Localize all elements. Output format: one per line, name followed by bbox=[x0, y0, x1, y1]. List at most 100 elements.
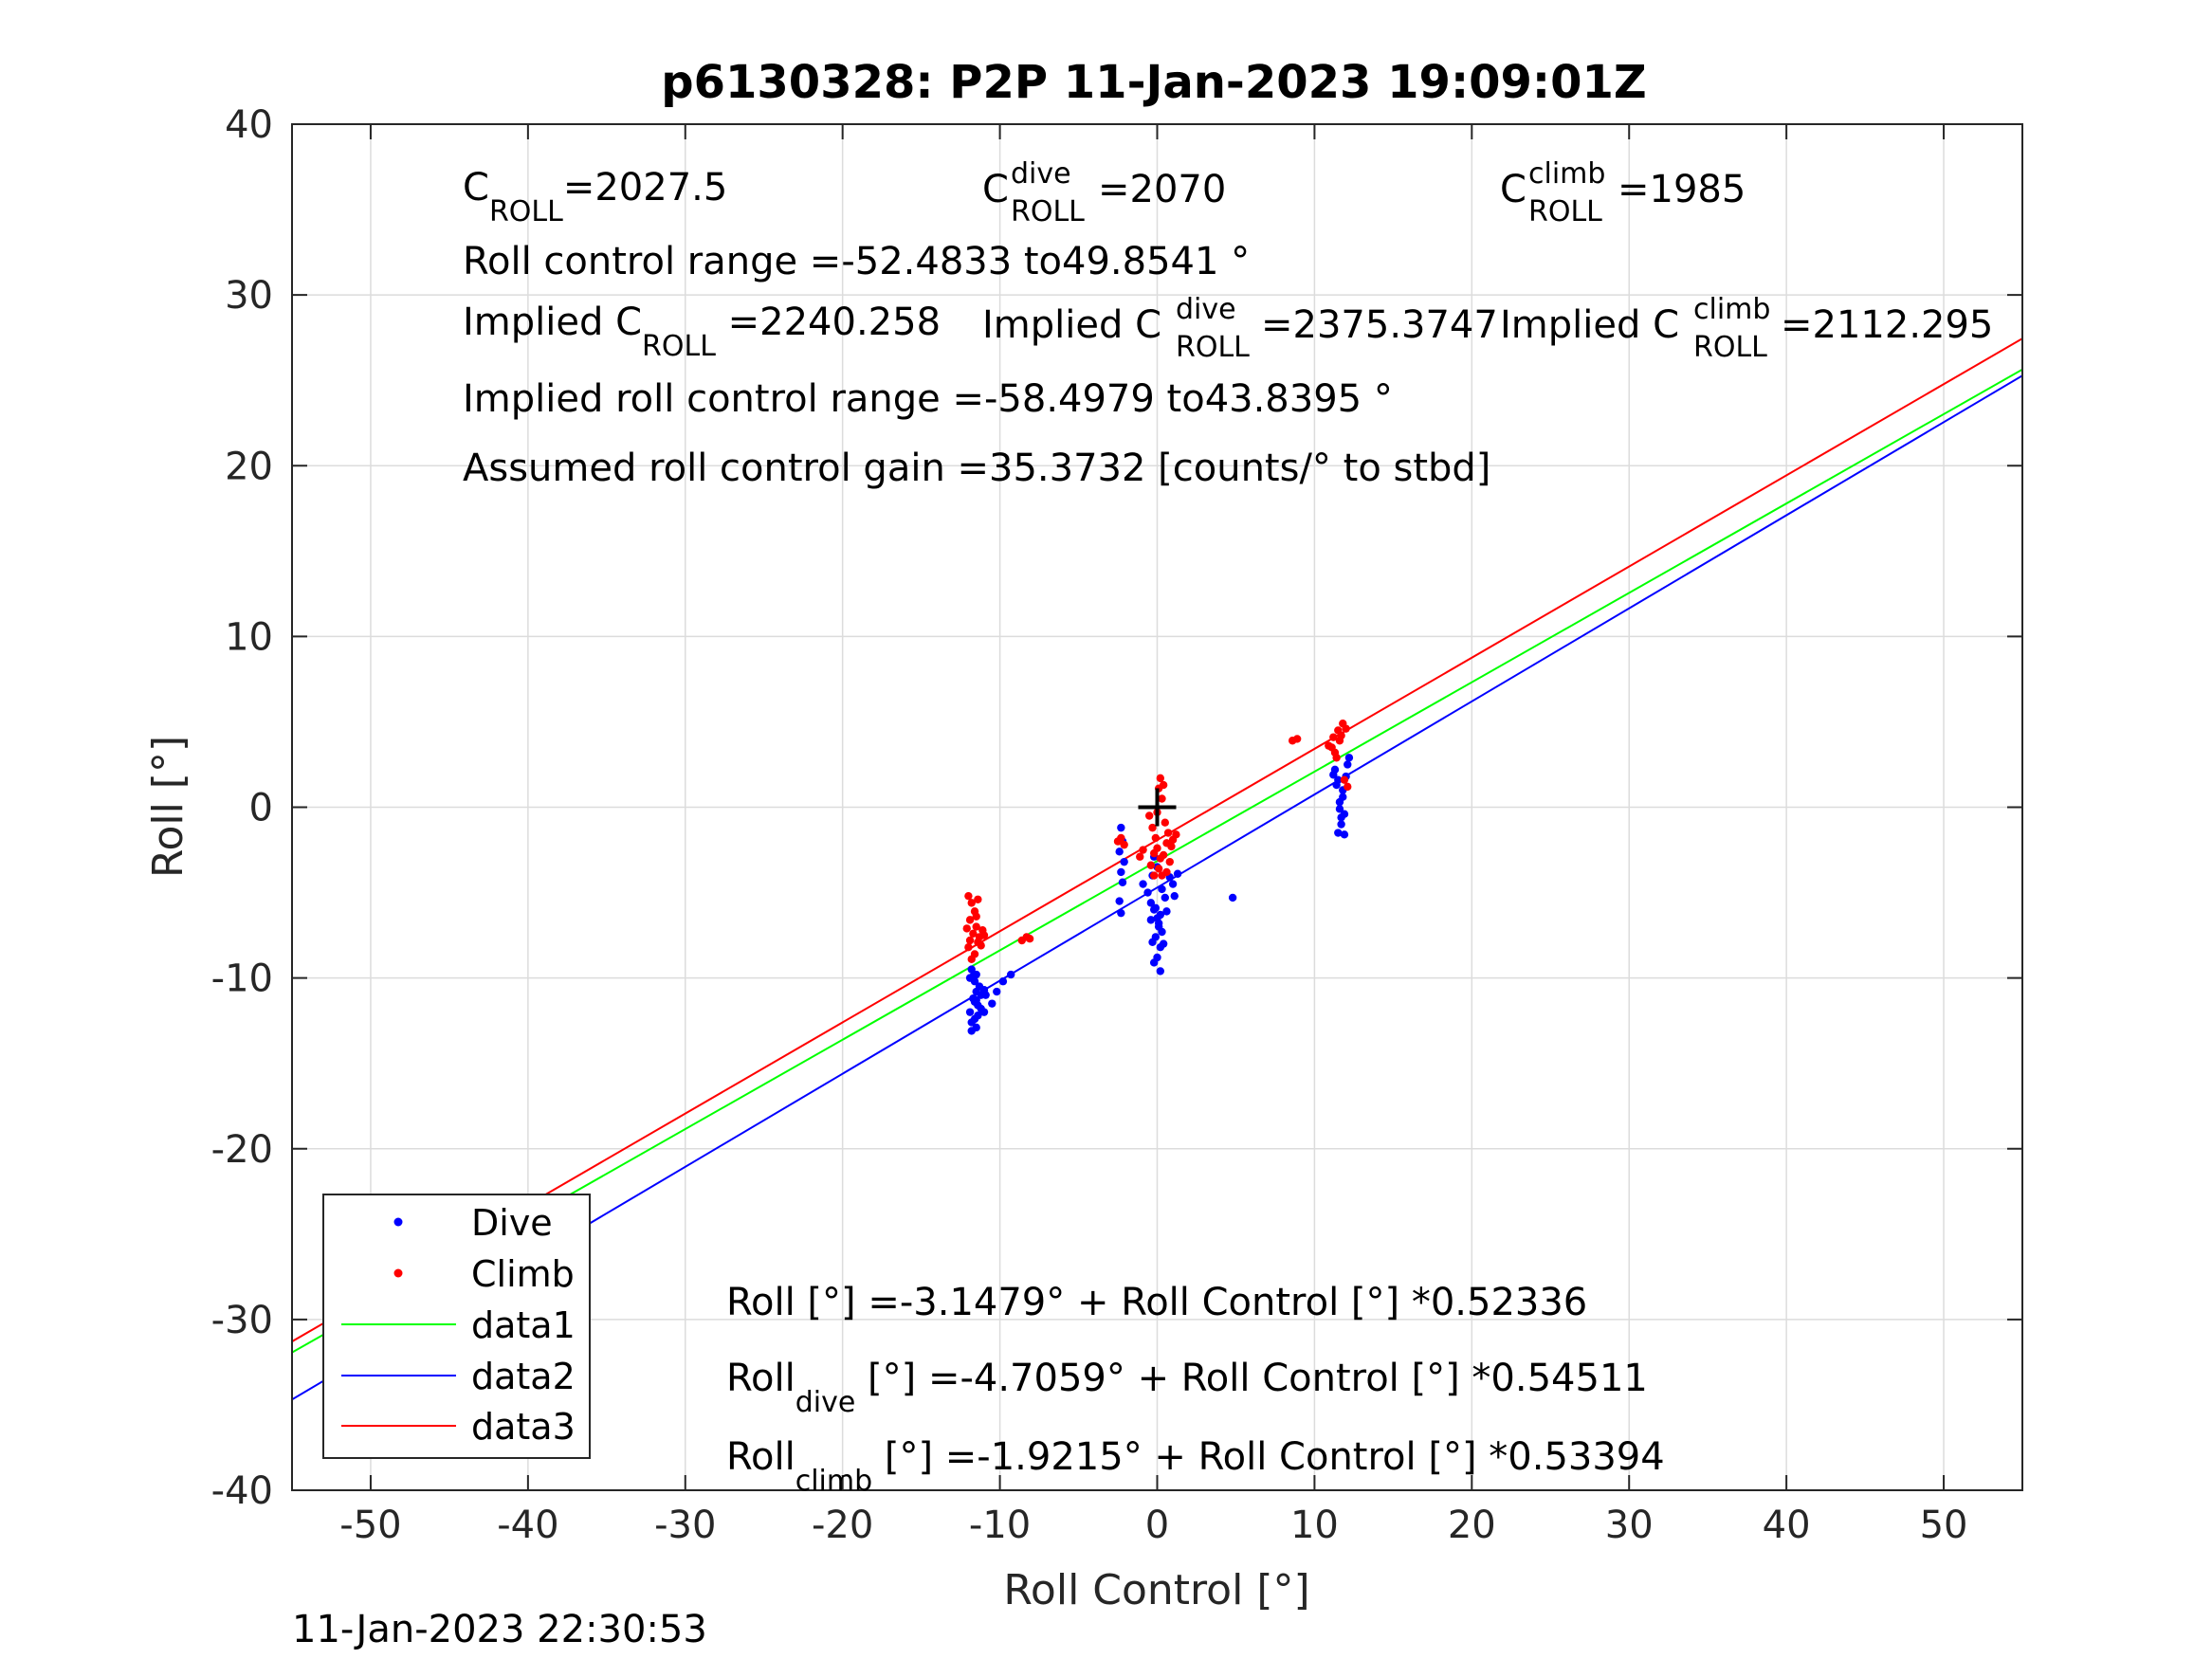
climb-point bbox=[1136, 852, 1144, 861]
implied-c-roll-dive-sup: dive bbox=[1176, 293, 1236, 326]
dive-point bbox=[1117, 823, 1125, 832]
legend: Dive Climb data1 data2 data3 bbox=[322, 1194, 591, 1459]
data-series bbox=[292, 337, 2022, 1401]
dive-point bbox=[981, 991, 990, 999]
dive-point bbox=[998, 977, 1008, 986]
c-roll-climb-annotation: C climb ROLL =1985 bbox=[1500, 149, 1746, 230]
implied-roll-control-range: Implied roll control range =-58.4979 to4… bbox=[463, 377, 1393, 421]
c-roll-climb-sup: climb bbox=[1528, 157, 1605, 191]
climb-point bbox=[1163, 829, 1173, 837]
climb-point bbox=[1159, 780, 1168, 790]
c-roll-value: =2027.5 bbox=[563, 166, 727, 210]
regression-equation-dive: Rolldive [°] =-4.7059° + Roll Control [°… bbox=[726, 1357, 1648, 1419]
climb-point bbox=[1025, 934, 1034, 943]
eq-dive-base: Roll bbox=[726, 1357, 795, 1400]
dive-point bbox=[967, 1027, 976, 1035]
axis-ticks: -50 -40 -30 -20 -10 0 10 20 30 40 50 -40 -30 -20 -10 0 1… bbox=[211, 103, 2022, 1547]
climb-point bbox=[1148, 823, 1157, 832]
implied-c-roll-climb-annotation: Implied C climb ROLL =2112.295 bbox=[1500, 284, 1993, 366]
dive-point bbox=[1337, 813, 1345, 822]
climb-point bbox=[1167, 842, 1176, 851]
legend-label-dive: Dive bbox=[471, 1202, 553, 1244]
c-roll-dive-base: C bbox=[982, 168, 1009, 211]
dive-point bbox=[1158, 927, 1166, 937]
regression-equation-climb: Rollclimb [°] =-1.9215° + Roll Control [… bbox=[726, 1435, 1665, 1498]
dive-point bbox=[1115, 897, 1124, 905]
climb-point bbox=[965, 936, 975, 945]
roll-control-gain: Assumed roll control gain =35.3732 [coun… bbox=[463, 447, 1490, 490]
y-tick-label: -10 bbox=[211, 957, 273, 1001]
dive-point bbox=[1115, 848, 1124, 856]
x-tick-label: -40 bbox=[497, 1504, 558, 1547]
x-tick-label: 0 bbox=[1145, 1504, 1169, 1547]
legend-swatch-dive bbox=[393, 1217, 403, 1227]
dive-point bbox=[988, 999, 996, 1008]
c-roll-climb-sub: ROLL bbox=[1528, 195, 1602, 228]
implied-c-roll-climb-sub: ROLL bbox=[1693, 331, 1767, 364]
eq-climb-value: [°] =-1.9215° + Roll Control [°] *0.5339… bbox=[872, 1435, 1665, 1479]
climb-point bbox=[1146, 861, 1156, 869]
climb-point bbox=[969, 929, 978, 938]
climb-point bbox=[977, 941, 985, 950]
c-roll-sub: ROLL bbox=[489, 195, 563, 228]
dive-point bbox=[1228, 893, 1237, 902]
climb-point bbox=[1158, 794, 1166, 803]
climb-point bbox=[1344, 782, 1352, 792]
c-roll-dive-sup: dive bbox=[1011, 157, 1071, 191]
implied-c-roll-dive-sub: ROLL bbox=[1176, 331, 1250, 364]
origin-marker-layer bbox=[1138, 788, 1177, 827]
climb-point bbox=[1151, 833, 1161, 843]
dive-point bbox=[1156, 910, 1165, 920]
climb-point bbox=[962, 924, 971, 933]
dive-point bbox=[1139, 880, 1147, 888]
climb-point bbox=[967, 955, 976, 964]
y-tick-label: -20 bbox=[211, 1128, 273, 1172]
c-roll-annotation: CROLL=2027.5 bbox=[463, 166, 727, 228]
dive-point bbox=[1339, 793, 1347, 801]
dive-point bbox=[1156, 967, 1165, 975]
climb-point bbox=[1340, 775, 1349, 784]
climb-point bbox=[1172, 830, 1180, 839]
dive-point bbox=[1334, 829, 1343, 837]
implied-c-roll-climb-sup: climb bbox=[1693, 293, 1770, 326]
eq-dive-value: [°] =-4.7059° + Roll Control [°] *0.5451… bbox=[855, 1357, 1648, 1400]
eq-dive-sub: dive bbox=[795, 1386, 856, 1419]
implied-c-roll-base: Implied C bbox=[463, 301, 642, 344]
dive-point bbox=[1154, 919, 1163, 928]
regression-equation-all: Roll [°] =-3.1479° + Roll Control [°] *0… bbox=[726, 1281, 1587, 1324]
dive-point bbox=[1159, 939, 1168, 948]
plot-frame bbox=[291, 123, 2023, 1491]
climb-point bbox=[967, 899, 976, 907]
x-tick-label: 50 bbox=[1920, 1504, 1968, 1547]
dive-point bbox=[1329, 771, 1338, 779]
dive-point bbox=[979, 1008, 989, 1016]
dive-point bbox=[1148, 938, 1157, 946]
y-tick-label: 0 bbox=[249, 787, 273, 830]
dive-point bbox=[1161, 893, 1169, 902]
climb-point bbox=[972, 922, 980, 931]
dive-point bbox=[1151, 903, 1161, 912]
dive-point bbox=[1149, 958, 1159, 967]
dive-point bbox=[1335, 805, 1344, 813]
dive-point bbox=[1146, 899, 1156, 907]
climb-point bbox=[1329, 733, 1338, 741]
dive-point bbox=[1162, 907, 1171, 916]
x-tick-label: -30 bbox=[654, 1504, 716, 1547]
climb-point bbox=[1145, 811, 1154, 820]
implied-c-roll-value: =2240.258 bbox=[716, 301, 941, 344]
dive-point bbox=[1332, 780, 1341, 790]
dive-point bbox=[967, 1018, 976, 1027]
dive-point bbox=[969, 972, 978, 981]
climb-point bbox=[964, 891, 973, 901]
legend-label-data3: data3 bbox=[471, 1406, 576, 1448]
dive-point bbox=[1143, 888, 1152, 897]
c-roll-dive-sub: ROLL bbox=[1011, 195, 1085, 228]
climb-point bbox=[1149, 871, 1159, 880]
roll-control-range: Roll control range =-52.4833 to49.8541 ° bbox=[463, 240, 1250, 283]
climb-point bbox=[965, 916, 975, 924]
dive-point bbox=[965, 1008, 975, 1016]
climb-point bbox=[1161, 818, 1169, 827]
annotations: CROLL=2027.5 C dive ROLL =2070 C climb R… bbox=[463, 149, 1993, 1498]
dive-point bbox=[1118, 878, 1127, 886]
